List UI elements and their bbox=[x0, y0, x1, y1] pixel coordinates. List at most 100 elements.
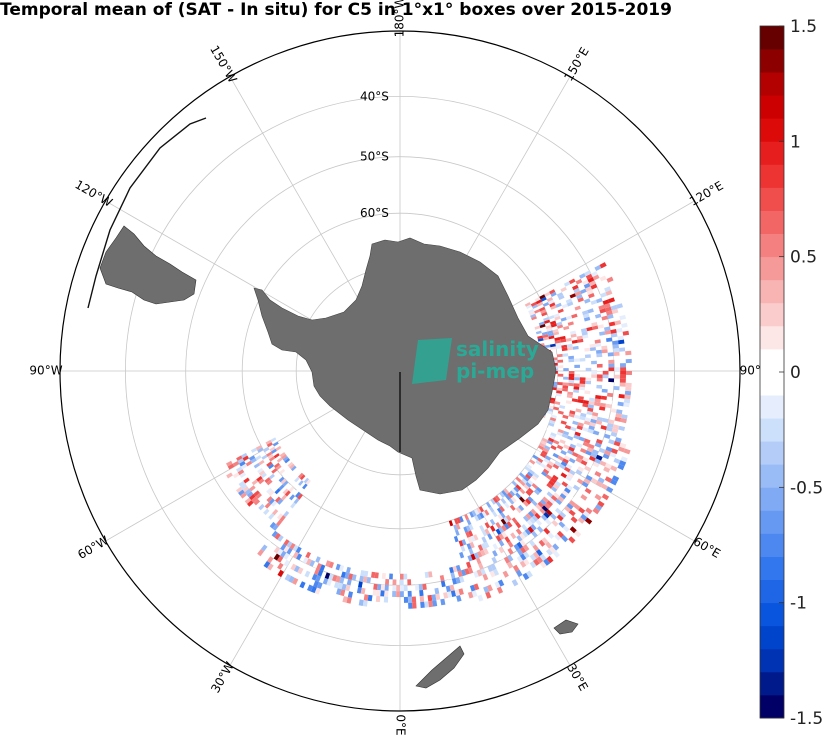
data-cell bbox=[275, 464, 282, 471]
colorbar-step bbox=[760, 441, 784, 465]
data-cell bbox=[560, 317, 567, 322]
data-cell bbox=[363, 594, 369, 601]
data-cell bbox=[539, 499, 547, 506]
data-cell bbox=[562, 388, 568, 392]
data-cell bbox=[455, 523, 461, 530]
data-cell bbox=[602, 299, 610, 305]
data-cell bbox=[560, 472, 568, 479]
data-cell bbox=[550, 432, 557, 437]
data-cell bbox=[589, 490, 597, 498]
data-cell bbox=[516, 569, 523, 578]
data-cell bbox=[538, 492, 545, 499]
data-cell bbox=[495, 528, 502, 535]
data-cell bbox=[543, 317, 550, 322]
data-cell bbox=[611, 428, 619, 434]
data-cell bbox=[384, 584, 389, 591]
data-cell bbox=[461, 569, 467, 576]
data-cell bbox=[594, 294, 602, 300]
data-cell bbox=[396, 573, 400, 580]
data-cell bbox=[275, 504, 282, 512]
data-cell bbox=[547, 330, 554, 335]
data-cell bbox=[596, 384, 603, 389]
data-cell bbox=[255, 455, 262, 461]
data-cell bbox=[606, 337, 613, 342]
data-cell bbox=[479, 525, 485, 532]
data-cell bbox=[564, 466, 571, 473]
data-cell bbox=[281, 494, 287, 501]
data-cell bbox=[266, 556, 274, 564]
data-cell bbox=[601, 295, 609, 302]
data-cell bbox=[278, 476, 285, 483]
data-cell bbox=[559, 493, 567, 500]
data-cell bbox=[579, 377, 586, 381]
data-cell bbox=[620, 374, 626, 379]
data-cell bbox=[511, 517, 518, 524]
data-cell bbox=[585, 273, 593, 280]
data-cell bbox=[585, 377, 592, 381]
data-cell bbox=[591, 465, 598, 471]
data-cell bbox=[615, 454, 623, 461]
data-cell bbox=[381, 573, 386, 579]
data-cell bbox=[508, 498, 515, 505]
data-cell bbox=[604, 476, 612, 483]
data-cell bbox=[283, 545, 290, 553]
data-cell bbox=[292, 490, 299, 497]
data-cell bbox=[358, 581, 363, 588]
data-cell bbox=[342, 596, 348, 603]
data-cell bbox=[336, 588, 342, 596]
data-cell bbox=[615, 413, 622, 418]
data-cell bbox=[584, 417, 592, 422]
data-cell bbox=[536, 549, 543, 557]
data-cell bbox=[586, 447, 594, 453]
data-cell bbox=[580, 503, 588, 511]
data-cell bbox=[574, 374, 580, 378]
data-cell bbox=[575, 278, 583, 285]
data-cell bbox=[415, 584, 420, 591]
data-cell bbox=[565, 337, 572, 342]
data-cell bbox=[458, 588, 464, 596]
data-cell bbox=[466, 525, 471, 532]
data-cell bbox=[559, 545, 567, 553]
data-cell bbox=[565, 463, 573, 470]
data-cell bbox=[543, 558, 551, 566]
data-cell bbox=[535, 328, 542, 332]
data-cell bbox=[608, 321, 616, 327]
data-cell bbox=[257, 447, 264, 453]
data-cell bbox=[492, 543, 499, 550]
data-cell bbox=[585, 374, 592, 378]
data-cell bbox=[620, 371, 627, 375]
data-cell bbox=[379, 602, 384, 609]
data-cell bbox=[515, 492, 522, 499]
data-cell bbox=[558, 521, 566, 528]
data-cell bbox=[568, 382, 574, 387]
data-cell bbox=[574, 364, 580, 368]
data-cell bbox=[591, 271, 598, 277]
data-cell bbox=[498, 579, 505, 587]
data-cell bbox=[240, 463, 248, 470]
data-cell bbox=[535, 486, 543, 493]
data-cell bbox=[548, 315, 555, 320]
data-cell bbox=[568, 457, 576, 464]
data-cell bbox=[454, 571, 460, 578]
data-cell bbox=[474, 515, 480, 522]
data-cell bbox=[511, 579, 519, 587]
data-cell bbox=[506, 521, 513, 528]
data-cell bbox=[295, 546, 302, 554]
data-cell bbox=[487, 514, 493, 521]
data-cell bbox=[310, 586, 317, 594]
data-cell bbox=[377, 584, 382, 591]
colorbar-step bbox=[760, 26, 784, 50]
data-cell bbox=[528, 510, 535, 518]
colorbar-step bbox=[760, 72, 784, 96]
data-cell bbox=[396, 591, 400, 598]
data-cell bbox=[594, 339, 601, 344]
data-cell bbox=[591, 374, 597, 378]
data-cell bbox=[542, 496, 549, 503]
data-cell bbox=[503, 516, 510, 524]
data-cell bbox=[542, 334, 549, 338]
data-cell bbox=[276, 457, 283, 463]
data-cell bbox=[539, 323, 546, 329]
data-cell bbox=[543, 336, 549, 341]
data-cell bbox=[271, 530, 278, 538]
data-cell bbox=[596, 349, 602, 354]
